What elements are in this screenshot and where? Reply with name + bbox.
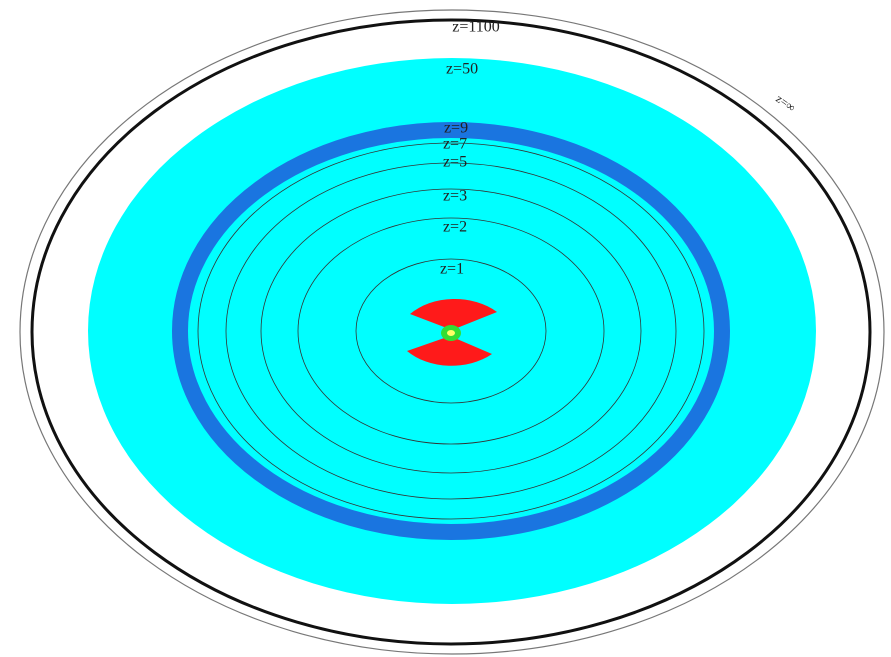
redshift-label: z=50 (446, 61, 478, 78)
redshift-label: z=∞ (773, 91, 798, 114)
redshift-label: z=1100 (452, 19, 500, 36)
milky-way (447, 330, 455, 336)
redshift-label: z=5 (443, 154, 467, 171)
redshift-label: z=2 (443, 219, 467, 236)
redshift-diagram: z=1100 z=50 z=9z=7z=5 z=3 z=2 z=1 z=∞ (0, 0, 891, 657)
redshift-label: z=1 (440, 261, 464, 278)
redshift-label: z=7 (443, 136, 467, 153)
redshift-label: z=3 (443, 188, 467, 205)
redshift-label: z=9 (444, 120, 468, 137)
